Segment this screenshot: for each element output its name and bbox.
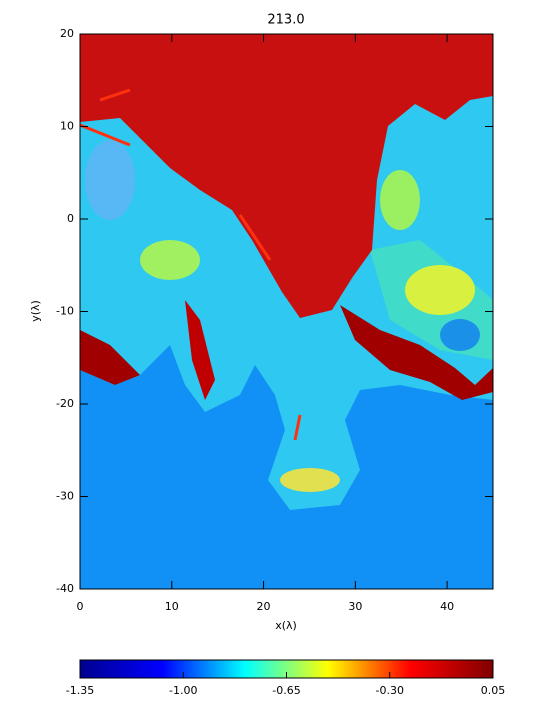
y-tick-label: -20 [56,397,74,410]
colorbar-tick-label: 0.05 [481,684,506,697]
field-image [80,34,493,589]
y-tick-label: -10 [56,305,74,318]
x-tick-label: 30 [348,600,362,613]
colorbar-tick-label: -1.35 [66,684,94,697]
x-axis-label: x(λ) [275,619,297,632]
colorbar-tick-label: -0.30 [376,684,404,697]
colorbar-tick-label: -0.65 [272,684,300,697]
chart-title: 213.0 [267,13,304,28]
y-axis-label: y(λ) [29,300,42,322]
y-tick-label: 0 [67,212,74,225]
x-tick-label: 0 [77,600,84,613]
x-tick-label: 40 [440,600,454,613]
y-tick-label: -40 [56,582,74,595]
x-tick-label: 10 [165,600,179,613]
y-tick-label: -30 [56,490,74,503]
colorbar-tick-label: -1.00 [169,684,197,697]
x-tick-label: 20 [257,600,271,613]
y-tick-label: 20 [60,27,74,40]
y-tick-label: 10 [60,120,74,133]
